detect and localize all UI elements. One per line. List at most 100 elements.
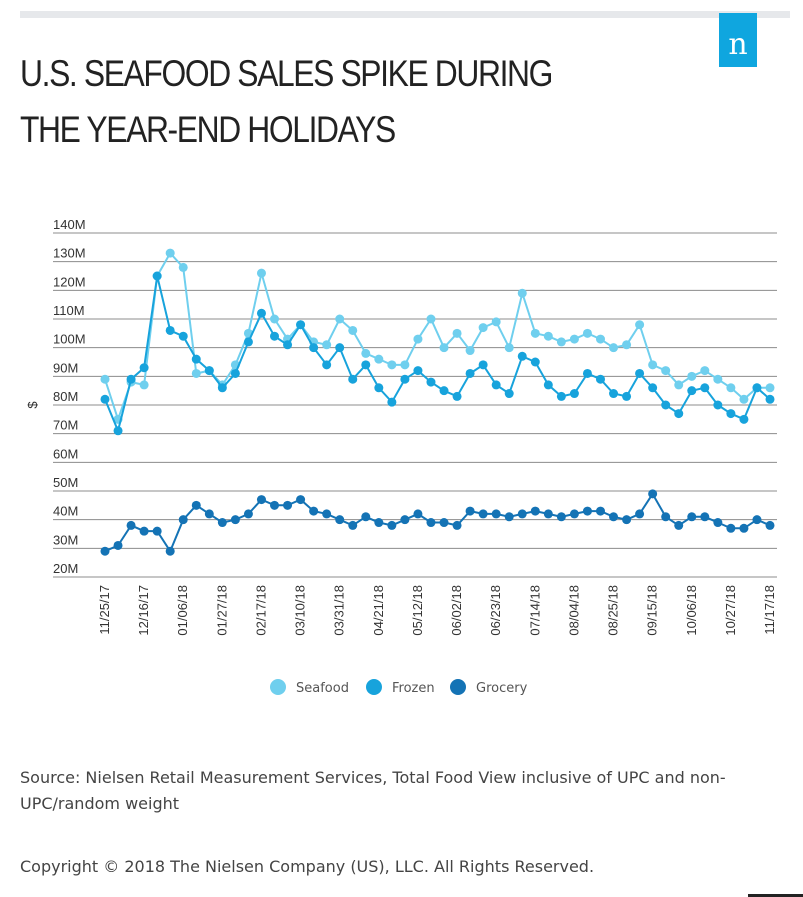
grocery-point: [243, 509, 253, 519]
grocery-point: [139, 526, 149, 536]
frozen-point: [491, 380, 501, 390]
grocery-point: [726, 523, 736, 533]
frozen-point: [348, 374, 358, 384]
source-note: Source: Nielsen Retail Measurement Servi…: [20, 768, 726, 813]
grocery-point: [648, 489, 658, 499]
grocery-point: [478, 509, 488, 519]
x-tick-label: 06/02/18: [449, 585, 464, 636]
grocery-point: [491, 509, 501, 519]
frozen-point: [139, 363, 149, 373]
frozen-point: [687, 386, 697, 396]
frozen-point: [400, 374, 410, 384]
grocery-point: [713, 518, 723, 528]
grocery-series: [100, 489, 775, 556]
x-tick-label: 09/15/18: [645, 585, 660, 636]
seafood-point: [452, 328, 462, 338]
y-tick-label: 140M: [53, 217, 86, 232]
frozen-point: [296, 320, 306, 330]
frozen-point: [100, 394, 110, 404]
x-tick-label: 08/25/18: [606, 585, 621, 636]
frozen-point: [609, 389, 619, 399]
seafood-point: [635, 320, 645, 330]
grocery-point: [504, 512, 514, 522]
frozen-legend-marker: [366, 679, 382, 695]
frozen-point: [335, 343, 345, 353]
seafood-point: [178, 262, 188, 272]
x-tick-label: 07/14/18: [527, 585, 542, 636]
y-tick-label: 20M: [53, 561, 78, 576]
grocery-point: [530, 506, 540, 516]
frozen-point: [387, 397, 397, 407]
seafood-point: [426, 314, 436, 324]
seafood-point: [270, 314, 280, 324]
x-tick-label: 10/06/18: [684, 585, 699, 636]
frozen-point: [674, 409, 684, 419]
x-tick-label: 02/17/18: [253, 585, 268, 636]
seafood-legend-label: Seafood: [296, 681, 349, 696]
grocery-point: [270, 500, 280, 510]
frozen-point: [230, 368, 240, 378]
line-chart: 20M 30M 40M 50M 60M 70M 80M 90M 100M 110M 120M 130M…: [25, 217, 777, 696]
frozen-point: [243, 337, 253, 347]
frozen-point: [543, 380, 553, 390]
x-tick-label: 01/27/18: [214, 585, 229, 636]
seafood-point: [439, 343, 449, 353]
nielsen-logo: n: [719, 13, 757, 67]
grocery-point: [335, 515, 345, 525]
seafood-point: [478, 323, 488, 333]
seafood-point: [413, 334, 423, 344]
seafood-point: [648, 360, 658, 370]
seafood-point: [674, 380, 684, 390]
grocery-point: [387, 520, 397, 530]
grocery-point: [543, 509, 553, 519]
frozen-point: [622, 391, 632, 401]
y-tick-label: 100M: [53, 332, 86, 347]
frozen-point: [726, 409, 736, 419]
frozen-point: [713, 400, 723, 410]
seafood-point: [517, 288, 527, 298]
frozen-point: [465, 368, 475, 378]
seafood-point: [322, 340, 332, 350]
y-tick-label: 40M: [53, 504, 78, 519]
y-axis-label: $: [25, 401, 40, 409]
seafood-point: [556, 337, 566, 347]
y-tick-label: 80M: [53, 389, 78, 404]
grocery-point: [152, 526, 162, 536]
grocery-point: [283, 500, 293, 510]
frozen-point: [426, 377, 436, 387]
frozen-point: [191, 354, 201, 364]
frozen-point: [595, 374, 605, 384]
x-tick-label: 11/25/17: [97, 585, 112, 635]
x-tick-label: 05/12/18: [410, 585, 425, 636]
frozen-legend-label: Frozen: [392, 681, 435, 696]
frozen-point: [270, 331, 280, 341]
seafood-point: [713, 374, 723, 384]
seafood-point: [530, 328, 540, 338]
x-tick-label: 01/06/18: [175, 585, 190, 636]
y-tick-label: 110M: [53, 303, 85, 318]
x-tick-label: 06/23/18: [488, 585, 503, 636]
frozen-point: [582, 368, 592, 378]
y-tick-label: 120M: [53, 274, 86, 289]
x-tick-label: 10/27/18: [723, 585, 738, 636]
seafood-point: [491, 317, 501, 327]
x-tick-label: 12/16/17: [136, 585, 151, 636]
seafood-line: [104, 251, 770, 423]
grocery-point: [465, 506, 475, 516]
frozen-point: [700, 383, 710, 393]
grocery-line: [104, 491, 771, 554]
seafood-point: [700, 366, 710, 376]
seafood-point: [765, 383, 775, 393]
seafood-series: [100, 248, 775, 424]
grocery-point: [256, 495, 266, 505]
grocery-point: [361, 512, 371, 522]
frozen-point: [165, 325, 175, 335]
frozen-point: [361, 360, 371, 370]
grocery-point: [452, 520, 462, 530]
grocery-point: [100, 546, 110, 556]
seafood-point: [100, 374, 110, 384]
grocery-point: [348, 520, 358, 530]
grocery-point: [178, 515, 188, 525]
frozen-point: [256, 308, 266, 318]
seafood-legend-marker: [270, 679, 286, 695]
